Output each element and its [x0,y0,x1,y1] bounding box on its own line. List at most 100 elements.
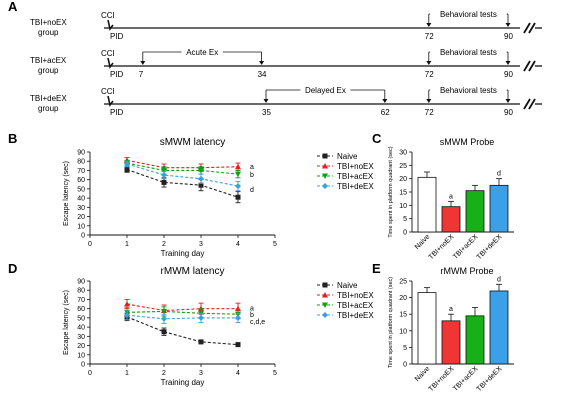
y-tick-label: 40 [77,325,85,332]
series-line [126,310,239,315]
y-tick-label: 20 [77,343,85,350]
y-tick-label: 10 [77,352,85,359]
series-line [126,303,238,312]
smwm-latency-chart: sMWM latency 0 10 20 30 40 50 60 70 80 90 0 1 2 3 4 5 Tra… [63,137,374,258]
data-point [124,312,130,319]
span-label: Acute Ex [186,48,218,57]
span-label: Behavioral tests [440,86,497,95]
category-label: TBI+noEX [428,365,456,393]
category-label: Naive [414,365,432,383]
cci-label: CCI [101,87,115,96]
legend-label: TBI+deEX [337,182,374,191]
bar [417,176,437,233]
group-label: group [38,28,59,37]
legend-marker [322,312,328,318]
span-label-bg [430,9,507,18]
y-tick-label: 20 [77,214,85,221]
y-tick-label: 0 [403,362,407,369]
span-label-bg [430,85,507,94]
x-tick-label: 5 [273,370,277,377]
legend-marker [322,292,328,298]
x-tick-label: 0 [88,370,92,377]
legend-label: Naive [337,152,358,161]
data-point [161,329,167,335]
data-point [161,315,167,322]
y-tick-label: 70 [77,297,85,304]
smwm-probe-chart: sMWM Probe 0 5 10 15 20 25 30 Time spent in plat… [388,137,514,261]
data-point [161,172,167,179]
y-tick-label: 5 [403,216,407,223]
significance-letter: d [497,276,501,283]
significance-letter: c,d,e [250,319,265,326]
arrow-head [505,23,511,27]
bar [441,320,461,365]
category-label: Naive [414,233,432,251]
y-tick-label: 30 [77,205,85,212]
y-tick-label: 30 [399,150,407,157]
data-point [235,314,241,321]
category-label: TBI+deEX [476,233,504,261]
injury-mark [107,57,114,69]
cci-label: CCI [101,49,115,58]
timeline-tick: 34 [258,70,267,79]
legend-marker [322,173,328,179]
timeline-tick: 35 [262,108,271,117]
y-tick-label: 0 [81,233,85,240]
y-tick-label: 0 [403,230,407,237]
category-label: TBI+deEX [476,365,504,393]
y-tick-label: 15 [399,190,407,197]
y-axis-label: Time spent in platform quadrant (sec) [388,146,394,237]
x-tick-label: 5 [273,241,277,248]
x-tick-label: 4 [236,241,240,248]
x-tick-label: 2 [162,370,166,377]
group-label: TBI+noEX [30,18,67,27]
axis-break [528,22,536,34]
data-point [124,160,130,167]
y-tick-label: 90 [77,150,85,157]
axis-break [523,60,531,72]
arrow-head [263,99,269,103]
data-point [198,175,204,182]
panel-label-e: E [372,261,381,276]
span-label-bg [181,47,223,56]
panel-label-d: D [8,261,17,276]
x-tick-label: 1 [125,241,129,248]
x-tick-label: 3 [199,370,203,377]
significance-letter: a [250,306,254,313]
span-label: Behavioral tests [440,48,497,57]
arrow-head [426,61,432,65]
legend-label: TBI+deEX [337,311,374,320]
data-point [124,167,130,173]
data-point [198,182,204,188]
bar [489,184,509,233]
y-tick-label: 10 [399,328,407,335]
chart-title: sMWM Probe [440,137,495,147]
legend-label: TBI+acEX [337,172,374,181]
data-point [235,194,241,200]
legend-label: TBI+noEX [337,291,374,300]
timeline-tick: 90 [504,70,513,79]
arrow-head [382,99,388,103]
significance-letter: b [250,312,254,319]
data-point [235,342,241,348]
axis-break [528,98,536,110]
arrow-head [426,23,432,27]
cci-label: CCI [101,11,115,20]
group-label: TBI+acEX [30,56,67,65]
y-tick-label: 0 [81,362,85,369]
y-tick-label: 20 [399,176,407,183]
y-axis-label: Escape latency (sec) [63,290,70,355]
series-line [126,159,239,169]
y-tick-label: 60 [77,177,85,184]
significance-letter: a [449,193,453,200]
x-tick-label: 3 [199,241,203,248]
significance-letter: a [449,306,453,313]
bar [465,190,485,233]
timeline-tick: 90 [504,108,513,117]
y-tick-label: 5 [403,345,407,352]
y-axis-label: Escape latency (sec) [63,161,70,226]
x-tick-label: 1 [125,370,129,377]
arrow-head [259,61,265,65]
axis-break [523,98,531,110]
